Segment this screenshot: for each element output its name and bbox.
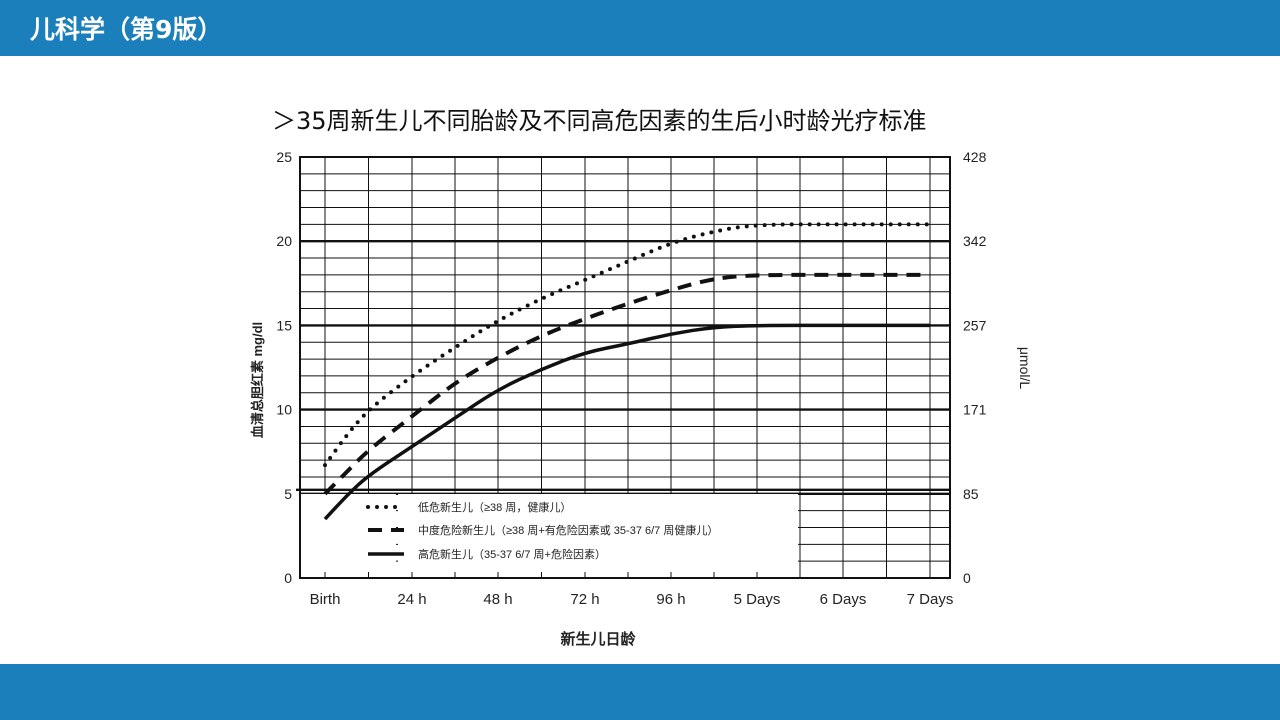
- y-tick-label-left: 5: [284, 486, 292, 502]
- y-tick-label-left: 10: [276, 402, 292, 418]
- y-tick-label-left: 20: [276, 233, 292, 249]
- x-tick-label: Birth: [310, 591, 341, 608]
- legend-label: 中度危险新生儿（≥38 周+有危险因素或 35-37 6/7 周健康儿）: [418, 523, 718, 537]
- y-axis-label-left: 血清总胆红素 mg/dl: [250, 322, 265, 438]
- y-tick-label-left: 0: [284, 570, 292, 586]
- series-line-dotted: [323, 222, 932, 468]
- book-title: 儿科学（第9版）: [30, 15, 223, 44]
- legend-label: 高危新生儿（35-37 6/7 周+危险因素）: [418, 547, 606, 561]
- x-axis-label: 新生儿日龄: [560, 630, 636, 648]
- x-tick-label: 5 Days: [734, 591, 781, 608]
- y-tick-label-right: 257: [963, 317, 987, 333]
- y-tick-label-right: 0: [963, 570, 971, 586]
- series-line-dashed: [323, 272, 930, 496]
- legend-label: 低危新生儿（≥38 周，健康儿）: [418, 500, 571, 514]
- y-tick-label-right: 428: [963, 149, 987, 165]
- legend-background: [398, 494, 798, 572]
- legend-background: [301, 494, 396, 572]
- chart-title: ＞35周新生儿不同胎龄及不同高危因素的生后小时龄光疗标准: [272, 107, 927, 135]
- x-tick-label: 7 Days: [907, 591, 954, 608]
- y-axis-label-right: μmol/L: [1017, 347, 1033, 390]
- footer-bar: [0, 664, 1280, 720]
- y-tick-label-right: 85: [963, 486, 979, 502]
- y-tick-label-right: 342: [963, 233, 987, 249]
- series-line-solid: [323, 323, 930, 521]
- y-tick-label-right: 171: [963, 402, 987, 418]
- header-bar: 儿科学（第9版）: [0, 0, 1280, 56]
- y-tick-label-left: 15: [276, 317, 292, 333]
- x-tick-label: 72 h: [570, 591, 599, 608]
- x-tick-label: 48 h: [483, 591, 512, 608]
- x-tick-label: 96 h: [656, 591, 685, 608]
- x-tick-label: 6 Days: [820, 591, 867, 608]
- x-tick-label: 24 h: [397, 591, 426, 608]
- y-tick-label-left: 25: [276, 149, 292, 165]
